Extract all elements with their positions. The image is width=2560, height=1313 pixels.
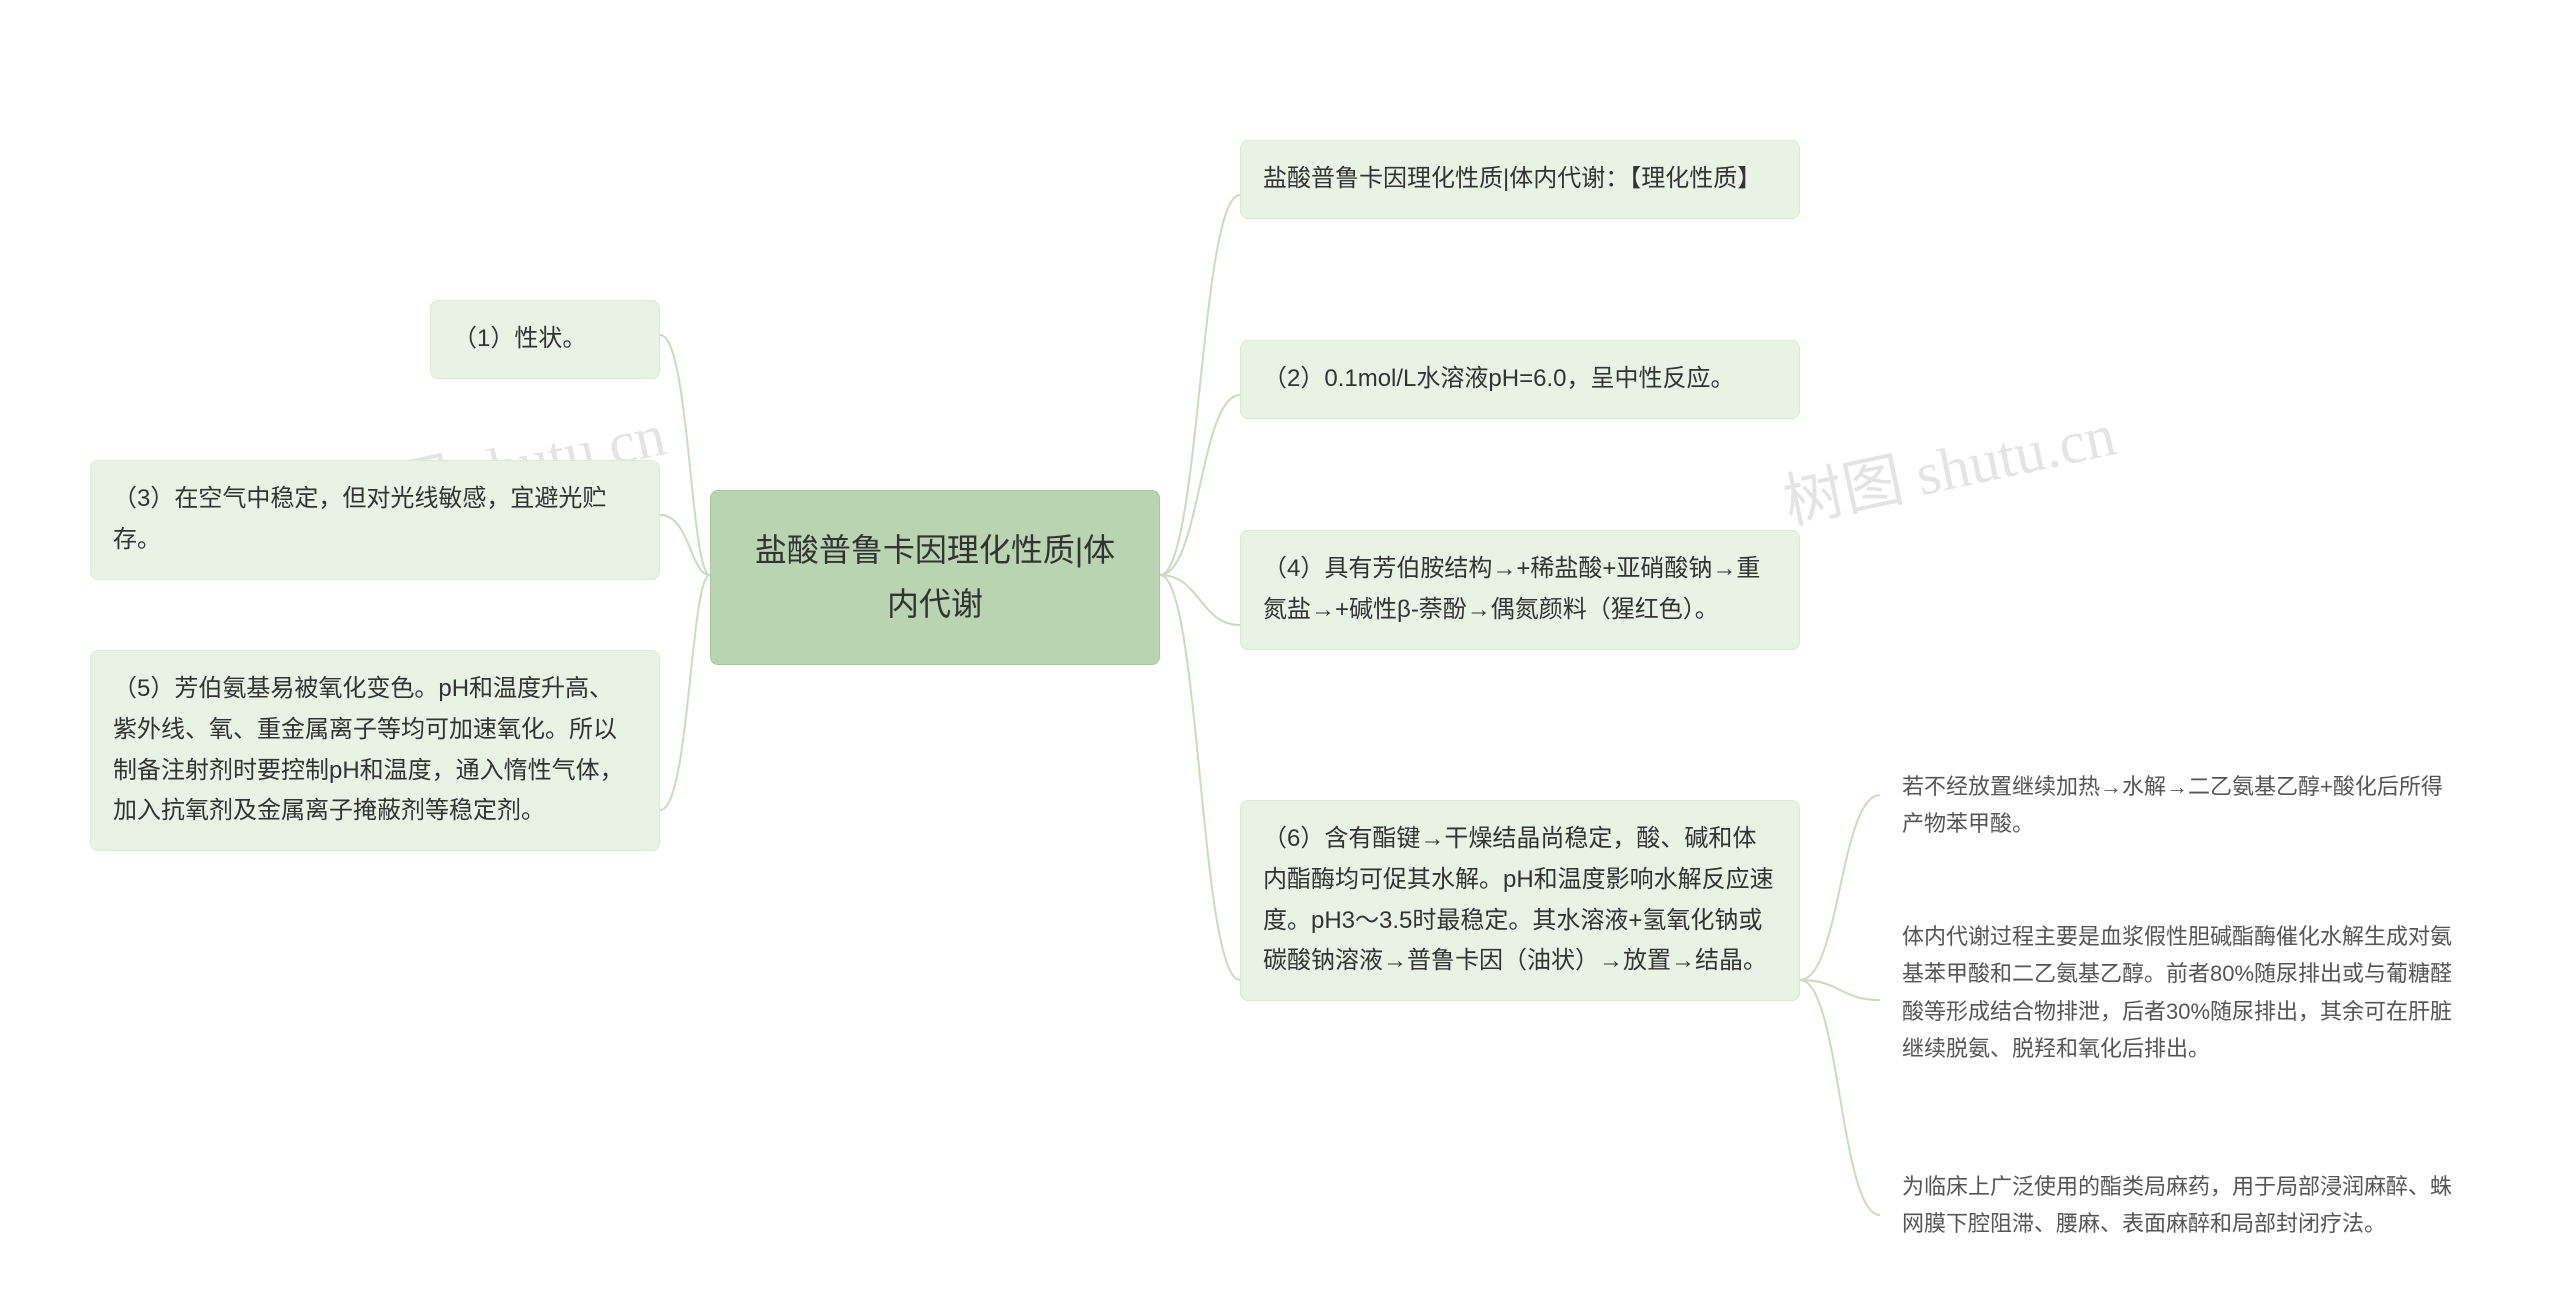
center-node: 盐酸普鲁卡因理化性质|体 内代谢	[710, 490, 1160, 665]
right-node-4: （4）具有芳伯胺结构→+稀盐酸+亚硝酸钠→重氮盐→+碱性β-萘酚→偶氮颜料（猩红…	[1240, 530, 1800, 650]
leaf-node-3: 为临床上广泛使用的酯类局麻药，用于局部浸润麻醉、蛛网膜下腔阻滞、腰麻、表面麻醉和…	[1880, 1150, 2480, 1261]
leaf-node-2: 体内代谢过程主要是血浆假性胆碱酯酶催化水解生成对氨基苯甲酸和二乙氨基乙醇。前者8…	[1880, 900, 2480, 1086]
left-node-1: （1）性状。	[430, 300, 660, 379]
left-node-3: （3）在空气中稳定，但对光线敏感，宜避光贮存。	[90, 460, 660, 580]
right-node-6: （6）含有酯键→干燥结晶尚稳定，酸、碱和体内酯酶均可促其水解。pH和温度影响水解…	[1240, 800, 1800, 1001]
center-title-line1: 盐酸普鲁卡因理化性质|体	[739, 523, 1131, 577]
leaf-node-1: 若不经放置继续加热→水解→二乙氨基乙醇+酸化后所得产物苯甲酸。	[1880, 750, 2480, 861]
right-node-intro: 盐酸普鲁卡因理化性质|体内代谢：【理化性质】	[1240, 140, 1800, 219]
watermark: 树图 shutu.cn	[1775, 386, 2122, 541]
left-node-5: （5）芳伯氨基易被氧化变色。pH和温度升高、紫外线、氧、重金属离子等均可加速氧化…	[90, 650, 660, 851]
right-node-2: （2）0.1mol/L水溶液pH=6.0，呈中性反应。	[1240, 340, 1800, 419]
center-title-line2: 内代谢	[739, 577, 1131, 631]
